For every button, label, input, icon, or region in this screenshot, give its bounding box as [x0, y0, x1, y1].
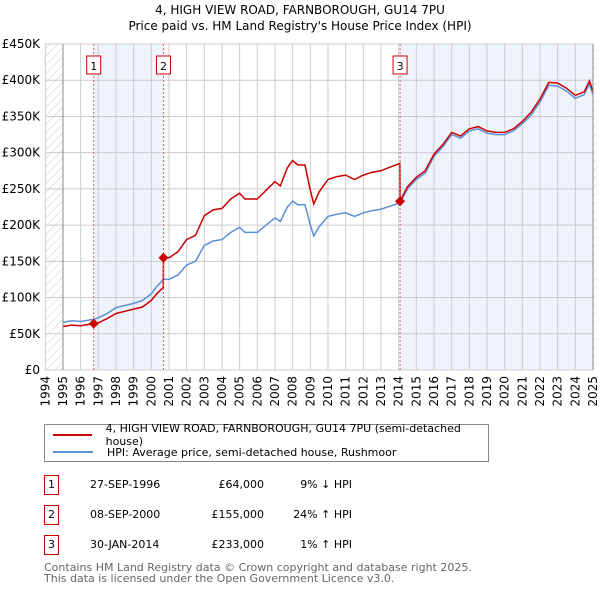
footer-copyright: Contains HM Land Registry data © Crown c… [44, 561, 472, 574]
y-tick-label: £150K [2, 254, 42, 268]
x-tick-label: 2012 [356, 376, 370, 407]
legend-label-property: 4, HIGH VIEW ROAD, FARNBOROUGH, GU14 7PU… [105, 422, 461, 448]
sale-number-badge: 3 [44, 535, 59, 555]
sale-date: 08-SEP-2000 [90, 508, 161, 521]
ownership-shade [93, 44, 164, 370]
y-tick-label: £350K [2, 109, 42, 123]
y-tick-label: £450K [2, 37, 42, 51]
sale-number-badge: 1 [44, 475, 59, 495]
x-tick-label: 1998 [109, 376, 123, 407]
legend-item-hpi: HPI: Average price, semi-detached house,… [53, 444, 396, 460]
sale-point [158, 252, 169, 263]
y-tick-label: £200K [2, 218, 42, 232]
sale-hpi-diff: 9% ↓ HPI [300, 478, 352, 491]
x-tick-label: 2019 [480, 376, 494, 407]
x-tick-label: 2016 [427, 376, 441, 407]
property-price-line [62, 78, 594, 328]
price-chart: 1 2 3 £0 £50K £100K £150K £200K £250K £300K £350K £… [2, 37, 600, 407]
chart-title: 4, HIGH VIEW ROAD, FARNBOROUGH, GU14 7PU [155, 3, 445, 17]
x-tick-label: 2008 [286, 376, 300, 407]
footer-licence: This data is licensed under the Open Gov… [44, 572, 395, 585]
sale-hpi-diff: 1% ↑ HPI [300, 538, 352, 551]
sale-price: £233,000 [211, 538, 265, 551]
x-tick-label: 1996 [74, 376, 88, 407]
legend-item-property: 4, HIGH VIEW ROAD, FARNBOROUGH, GU14 7PU… [53, 422, 488, 448]
sale-number-badge: 2 [44, 505, 59, 525]
sale-label-box [86, 55, 102, 75]
y-tick-label: £0 [25, 363, 40, 377]
x-tick-label: 1997 [91, 376, 105, 407]
x-tick-label: 2015 [409, 376, 423, 407]
x-tick-label: 2000 [144, 376, 158, 407]
legend-label-hpi: HPI: Average price, semi-detached house,… [107, 445, 397, 459]
sale-point [88, 318, 99, 329]
x-tick-label: 2002 [180, 376, 194, 407]
x-tick-label: 1994 [38, 376, 52, 407]
x-tick-label: 2007 [268, 376, 282, 407]
no-data-hatch [45, 44, 63, 370]
y-tick-label: £300K [2, 146, 42, 160]
sale-row-3: 3 30-JAN-2014 £233,000 1% ↑ HPI [44, 535, 444, 555]
x-tick-label: 2004 [215, 376, 229, 407]
x-tick-label: 2023 [551, 376, 565, 407]
x-tick-label: 2014 [392, 376, 406, 407]
x-tick-label: 2010 [321, 376, 335, 407]
sale-label-box [155, 55, 171, 75]
y-tick-label: £250K [2, 182, 42, 196]
x-tick-label: 2024 [568, 376, 582, 407]
sale-hpi-diff: 24% ↑ HPI [293, 508, 352, 521]
x-tick-label: 2013 [374, 376, 388, 407]
y-tick-label: £100K [2, 291, 42, 305]
y-tick-label: £50K [9, 327, 41, 341]
y-tick-label: £400K [2, 73, 42, 87]
sale-row-2: 2 08-SEP-2000 £155,000 24% ↑ HPI [44, 505, 444, 525]
legend-swatch-blue [53, 451, 93, 453]
chart-subtitle: Price paid vs. HM Land Registry's House … [128, 19, 472, 33]
sale-row-1: 1 27-SEP-1996 £64,000 9% ↓ HPI [44, 475, 444, 495]
x-tick-label: 2021 [515, 376, 529, 407]
x-tick-label: 2017 [445, 376, 459, 407]
sale-price: £64,000 [218, 478, 265, 491]
sale-point [395, 196, 406, 207]
x-tick-label: 2020 [498, 376, 512, 407]
sale-label: 1 [90, 60, 97, 73]
hpi-line [62, 81, 594, 323]
sale-date: 30-JAN-2014 [90, 538, 160, 551]
sale-label-box [392, 55, 408, 75]
x-tick-label: 1995 [56, 376, 70, 407]
sale-date: 27-SEP-1996 [90, 478, 161, 491]
x-tick-label: 2001 [162, 376, 176, 407]
x-tick-label: 2009 [303, 376, 317, 407]
sale-label: 3 [397, 60, 404, 73]
x-tick-label: 2003 [197, 376, 211, 407]
x-tick-label: 2022 [533, 376, 547, 407]
no-data-hatch [593, 44, 596, 370]
sale-label: 2 [160, 60, 167, 73]
legend-swatch-red [53, 434, 92, 436]
x-tick-label: 2025 [586, 376, 600, 407]
x-tick-label: 2018 [462, 376, 476, 407]
x-tick-label: 1999 [127, 376, 141, 407]
x-tick-label: 2006 [250, 376, 264, 407]
x-tick-label: 2005 [233, 376, 247, 407]
chart-legend: 4, HIGH VIEW ROAD, FARNBOROUGH, GU14 7PU… [44, 422, 489, 462]
ownership-shade [400, 44, 593, 370]
sale-price: £155,000 [211, 508, 265, 521]
x-tick-label: 2011 [339, 376, 353, 407]
